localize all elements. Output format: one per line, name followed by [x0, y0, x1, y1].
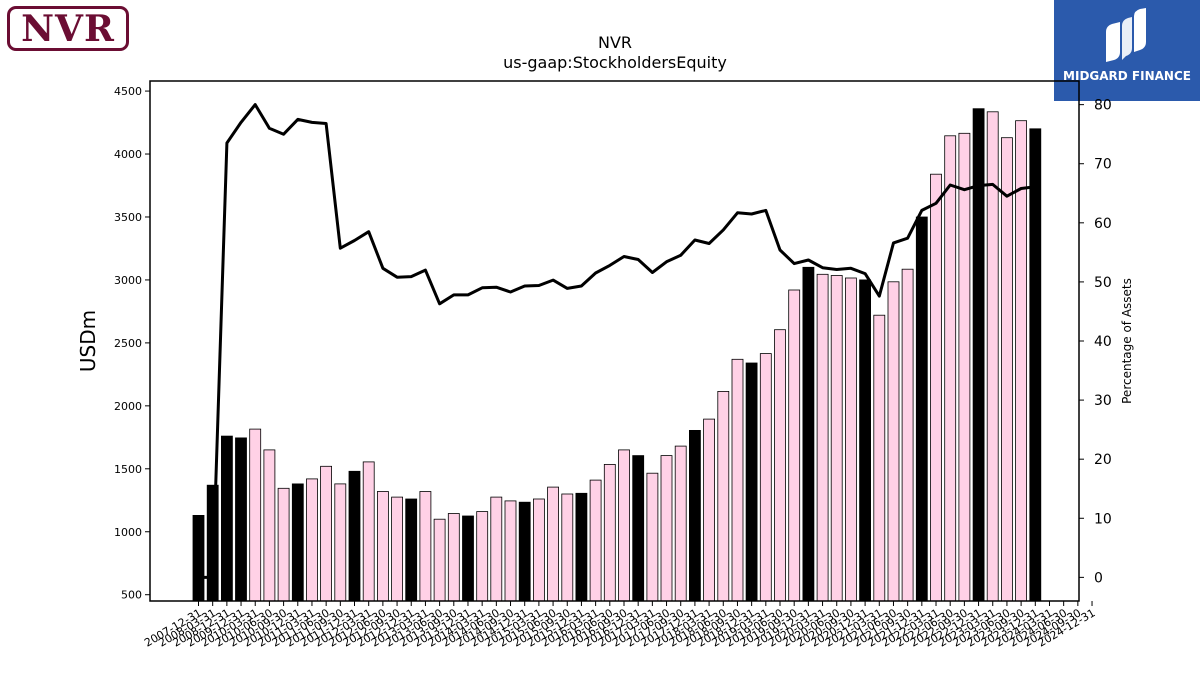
bar-2015-12-31 — [575, 492, 588, 602]
y-tick-label-500: 500 — [121, 589, 142, 602]
bar-2023-06-30 — [1001, 137, 1013, 602]
bar-2017-03-31 — [646, 472, 659, 602]
bar-2015-03-31 — [533, 498, 545, 602]
bar-2012-09-30 — [391, 496, 404, 602]
bar-2014-06-30 — [490, 496, 503, 602]
y-axis-left: 500 1000 1500 2000 2500 3000 3500 4000 4500 — [114, 85, 150, 602]
bar-2014-03-31 — [476, 511, 489, 602]
nvr-logo-inner: NVR — [10, 9, 126, 48]
bar-2011-06-30 — [320, 465, 333, 602]
bar-2016-03-31 — [589, 479, 602, 602]
bar-2020-09-30 — [845, 277, 857, 602]
y-tick-label-1500: 1500 — [114, 463, 142, 476]
bar-2011-12-31 — [348, 470, 361, 602]
y-axis-right: 0 10 20 30 40 50 60 70 80 — [1079, 98, 1112, 586]
bar-2017-12-31 — [689, 429, 701, 602]
nvr-logo: NVR — [7, 6, 129, 51]
bar-2021-09-30 — [901, 268, 914, 602]
y-tick-label-3000: 3000 — [114, 274, 142, 287]
bar-2012-03-31 — [362, 461, 375, 602]
bar-2020-03-31 — [816, 273, 829, 602]
bar-2019-12-31 — [802, 266, 815, 602]
midgard-logo-icon — [1106, 8, 1146, 62]
bar-2008-12-31 — [220, 435, 233, 602]
bar-2010-03-31 — [249, 428, 262, 602]
bar-2022-06-30 — [944, 135, 957, 602]
y2-tick-label-20: 20 — [1094, 452, 1112, 468]
y-tick-label-4500: 4500 — [114, 85, 142, 98]
chart-title: NVR — [598, 33, 632, 52]
bar-2015-06-30 — [547, 486, 559, 602]
bar-2013-09-30 — [447, 513, 460, 602]
bar-2018-06-30 — [717, 390, 730, 602]
bar-2012-06-30 — [376, 491, 389, 602]
bar-2010-09-30 — [277, 487, 290, 602]
bar-2014-09-30 — [504, 500, 517, 602]
bar-2013-03-31 — [419, 491, 432, 602]
bar-2023-09-30 — [1015, 120, 1027, 602]
bar-2016-06-30 — [603, 463, 616, 602]
bar-2007-12-31 — [192, 515, 205, 602]
bar-2018-03-31 — [703, 418, 715, 602]
bar-series — [192, 108, 1042, 602]
bar-2016-12-31 — [632, 455, 645, 602]
bar-2017-06-30 — [660, 455, 673, 602]
bar-2010-12-31 — [291, 483, 304, 602]
bar-2023-12-31 — [1029, 128, 1042, 602]
bar-2009-12-31 — [235, 437, 247, 602]
bar-2011-03-31 — [306, 478, 318, 602]
x-axis: 2007-12-312008-03-312008-12-312009-12-31… — [142, 601, 1098, 650]
y2-axis-label: Percentage of Assets — [1120, 278, 1134, 404]
bar-2019-03-31 — [759, 353, 772, 602]
y2-tick-label-70: 70 — [1094, 157, 1112, 173]
bar-2015-09-30 — [561, 493, 574, 602]
bar-2022-03-31 — [930, 173, 942, 602]
bar-2014-12-31 — [518, 501, 531, 602]
y-tick-label-3500: 3500 — [114, 211, 142, 224]
midgard-logo-text: MIDGARD FINANCE — [1063, 69, 1191, 83]
percentage-line — [198, 103, 1036, 579]
y-tick-label-1000: 1000 — [114, 526, 142, 539]
bar-2021-12-31 — [915, 216, 928, 602]
y2-tick-label-60: 60 — [1094, 216, 1112, 232]
bar-2019-06-30 — [774, 329, 786, 602]
bar-2022-12-31 — [972, 108, 985, 602]
bar-2020-12-31 — [859, 279, 871, 602]
y2-tick-label-30: 30 — [1094, 393, 1112, 409]
y2-tick-label-0: 0 — [1094, 570, 1103, 586]
y2-tick-label-40: 40 — [1094, 334, 1112, 350]
y2-tick-label-80: 80 — [1094, 98, 1112, 114]
bar-2010-06-30 — [263, 449, 276, 602]
bar-2020-06-30 — [830, 275, 843, 602]
bar-2021-06-30 — [887, 281, 900, 602]
bar-2017-09-30 — [674, 445, 687, 602]
bar-2012-12-31 — [405, 498, 418, 602]
bar-2016-09-30 — [618, 449, 630, 602]
y-tick-label-4000: 4000 — [114, 148, 142, 161]
bar-2013-12-31 — [462, 515, 474, 602]
bar-2018-09-30 — [731, 358, 744, 602]
bar-2022-09-30 — [958, 132, 971, 602]
bar-2021-03-31 — [873, 314, 886, 602]
bar-2019-09-30 — [788, 289, 801, 602]
bar-2018-12-31 — [745, 362, 758, 602]
nvr-logo-text: NVR — [21, 7, 115, 50]
y-axis-label: USDm — [76, 310, 100, 372]
y2-tick-label-10: 10 — [1094, 511, 1112, 527]
y2-tick-label-50: 50 — [1094, 275, 1112, 291]
y-tick-label-2000: 2000 — [114, 400, 142, 413]
bar-2013-06-30 — [433, 518, 446, 602]
y-tick-label-2500: 2500 — [114, 337, 142, 350]
bar-2011-09-30 — [334, 483, 347, 602]
chart-subtitle: us-gaap:StockholdersEquity — [503, 53, 727, 72]
